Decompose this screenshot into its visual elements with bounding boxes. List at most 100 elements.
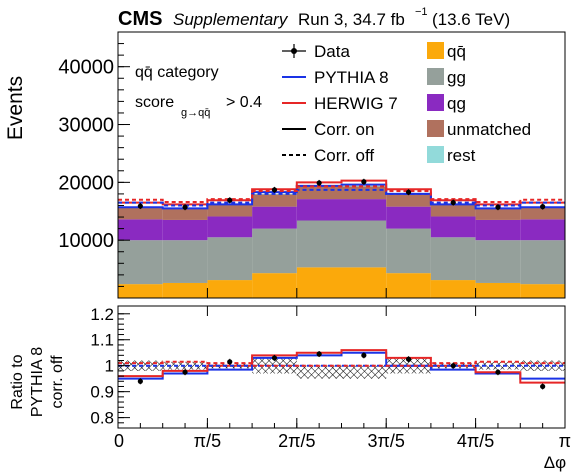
legend-entry: qg: [427, 94, 466, 113]
ratio-data-point: [450, 363, 456, 369]
stack-bar-0: [252, 273, 297, 298]
ratio-y-tick-label: 1.1: [90, 331, 114, 350]
ratio-data-point: [271, 355, 278, 361]
legend-label: qg: [447, 94, 466, 113]
data-point: [316, 180, 322, 186]
legend-entry: Corr. on: [282, 120, 374, 139]
x-tick-label: π: [559, 431, 571, 451]
stack-bar-3: [341, 186, 387, 200]
ratio-data-point: [361, 352, 367, 358]
y-tick-label: 20000: [58, 172, 114, 194]
main-panel: 10000 20000 30000 40000 Events qq̄ category…: [4, 31, 566, 299]
stack-bar-0: [341, 267, 387, 298]
ratio-data-points: [137, 351, 546, 390]
stack-bar-3: [430, 204, 476, 217]
stack-bar-2: [430, 216, 476, 238]
stack-bar-3: [207, 204, 253, 217]
cms-label: CMS: [118, 8, 162, 30]
legend-label: qq̄: [447, 42, 466, 61]
x-tick-label: 3π/5: [367, 431, 404, 451]
lumi-exponent: −1: [415, 6, 428, 18]
data-point: [182, 204, 188, 210]
main-y-axis-label: Events: [4, 76, 27, 140]
score-subscript: g→qq̄: [181, 107, 210, 119]
stack-bar-2: [162, 219, 208, 241]
ratio-line-1: [118, 349, 565, 384]
energy-label: (13.6 TeV): [432, 10, 510, 29]
unc-band-bin-cross: [520, 360, 565, 371]
main-frame: [117, 31, 566, 299]
legend-label: Data: [314, 42, 350, 61]
uncertainty-band: [118, 357, 565, 379]
legend-label: HERWIG 7: [314, 94, 398, 113]
legend-entry: Data: [282, 42, 350, 61]
ratio-data-point: [182, 369, 188, 375]
run-label: Run 3, 34.7 fb: [298, 10, 405, 29]
data-points: [137, 178, 546, 211]
ratio-y-tick-label: 0.9: [90, 383, 114, 402]
legend-entry: Corr. off: [282, 146, 374, 165]
stack-bar-2: [118, 219, 163, 241]
legend-label: rest: [447, 146, 476, 165]
data-point: [495, 204, 501, 210]
ratio-y-tick-label: 1: [105, 357, 114, 376]
stack-bar-0: [475, 282, 521, 298]
data-point: [450, 199, 456, 206]
stack-bar-2: [341, 199, 387, 221]
stack-bar-1: [386, 228, 431, 274]
ratio-data-point: [540, 383, 546, 390]
ratio-data-point: [316, 351, 322, 357]
ratio-y-axis-label-line2: PYTHIA 8: [29, 347, 46, 417]
data-point: [137, 203, 143, 209]
legend-entry: unmatched: [427, 120, 531, 139]
legend-entry: gg: [427, 68, 466, 87]
stack-bar-3: [118, 207, 163, 220]
stack-bar-0: [386, 273, 431, 298]
stack-bar-2: [475, 219, 521, 241]
stack-bar-0: [118, 284, 163, 298]
x-axis-label: Δφ: [544, 453, 566, 472]
ratio-data-point: [495, 369, 501, 375]
legend: Data PYTHIA 8 HERWIG 7 Corr. on Corr. off qq̄…: [282, 42, 531, 165]
stack-bar-1: [252, 228, 297, 274]
stack-bar-1: [162, 240, 208, 283]
ratio-y-axis-label-line1: Ratio to: [9, 354, 26, 409]
ratio-axes: 0.8 0.9 1 1.1 1.2 0 π/5 2π/5 3π/5 4π/5 π: [90, 305, 571, 451]
y-tick-label: 40000: [58, 57, 114, 79]
ratio-y-tick-label: 0.8: [90, 409, 114, 428]
stack-bar-1: [118, 240, 163, 285]
stack-bar-3: [162, 208, 208, 220]
unc-band-bin-cross: [162, 361, 208, 370]
stacked-templates: [118, 185, 565, 298]
legend-label: unmatched: [447, 120, 531, 139]
main-y-axis: 10000 20000 30000 40000: [58, 31, 566, 299]
stack-bar-0: [520, 284, 565, 298]
data-point: [227, 197, 233, 203]
x-tick-label: 0: [114, 431, 124, 451]
mc-line-0: [118, 183, 565, 210]
mc-line-2: [118, 188, 565, 207]
stack-bar-3: [520, 207, 565, 220]
stack-bar-1: [475, 240, 521, 283]
ratio-data-point: [227, 359, 233, 365]
stack-bar-4: [341, 185, 387, 187]
x-tick-label: π/5: [194, 431, 221, 451]
stack-bar-2: [207, 216, 253, 238]
legend-entry: PYTHIA 8: [282, 68, 389, 87]
ratio-line-3: [118, 360, 565, 367]
unc-band-bin-cross: [296, 365, 342, 379]
data-point: [540, 204, 546, 210]
stack-bar-2: [520, 219, 565, 241]
stack-bar-0: [162, 282, 208, 298]
unc-band-bin-cross: [341, 365, 387, 379]
stack-bar-3: [386, 194, 431, 207]
ratio-panel: 0.80.911.11.20 π/5 2π/5 3π/5 4π/5 π Ratio to …: [9, 305, 571, 472]
stack-bar-3: [296, 186, 342, 200]
legend-label: Corr. on: [314, 120, 374, 139]
legend-label: PYTHIA 8: [314, 68, 389, 87]
stack-bar-2: [252, 206, 297, 229]
stack-bar-1: [341, 220, 387, 268]
stack-bar-1: [207, 237, 253, 281]
stack-bar-1: [520, 240, 565, 285]
